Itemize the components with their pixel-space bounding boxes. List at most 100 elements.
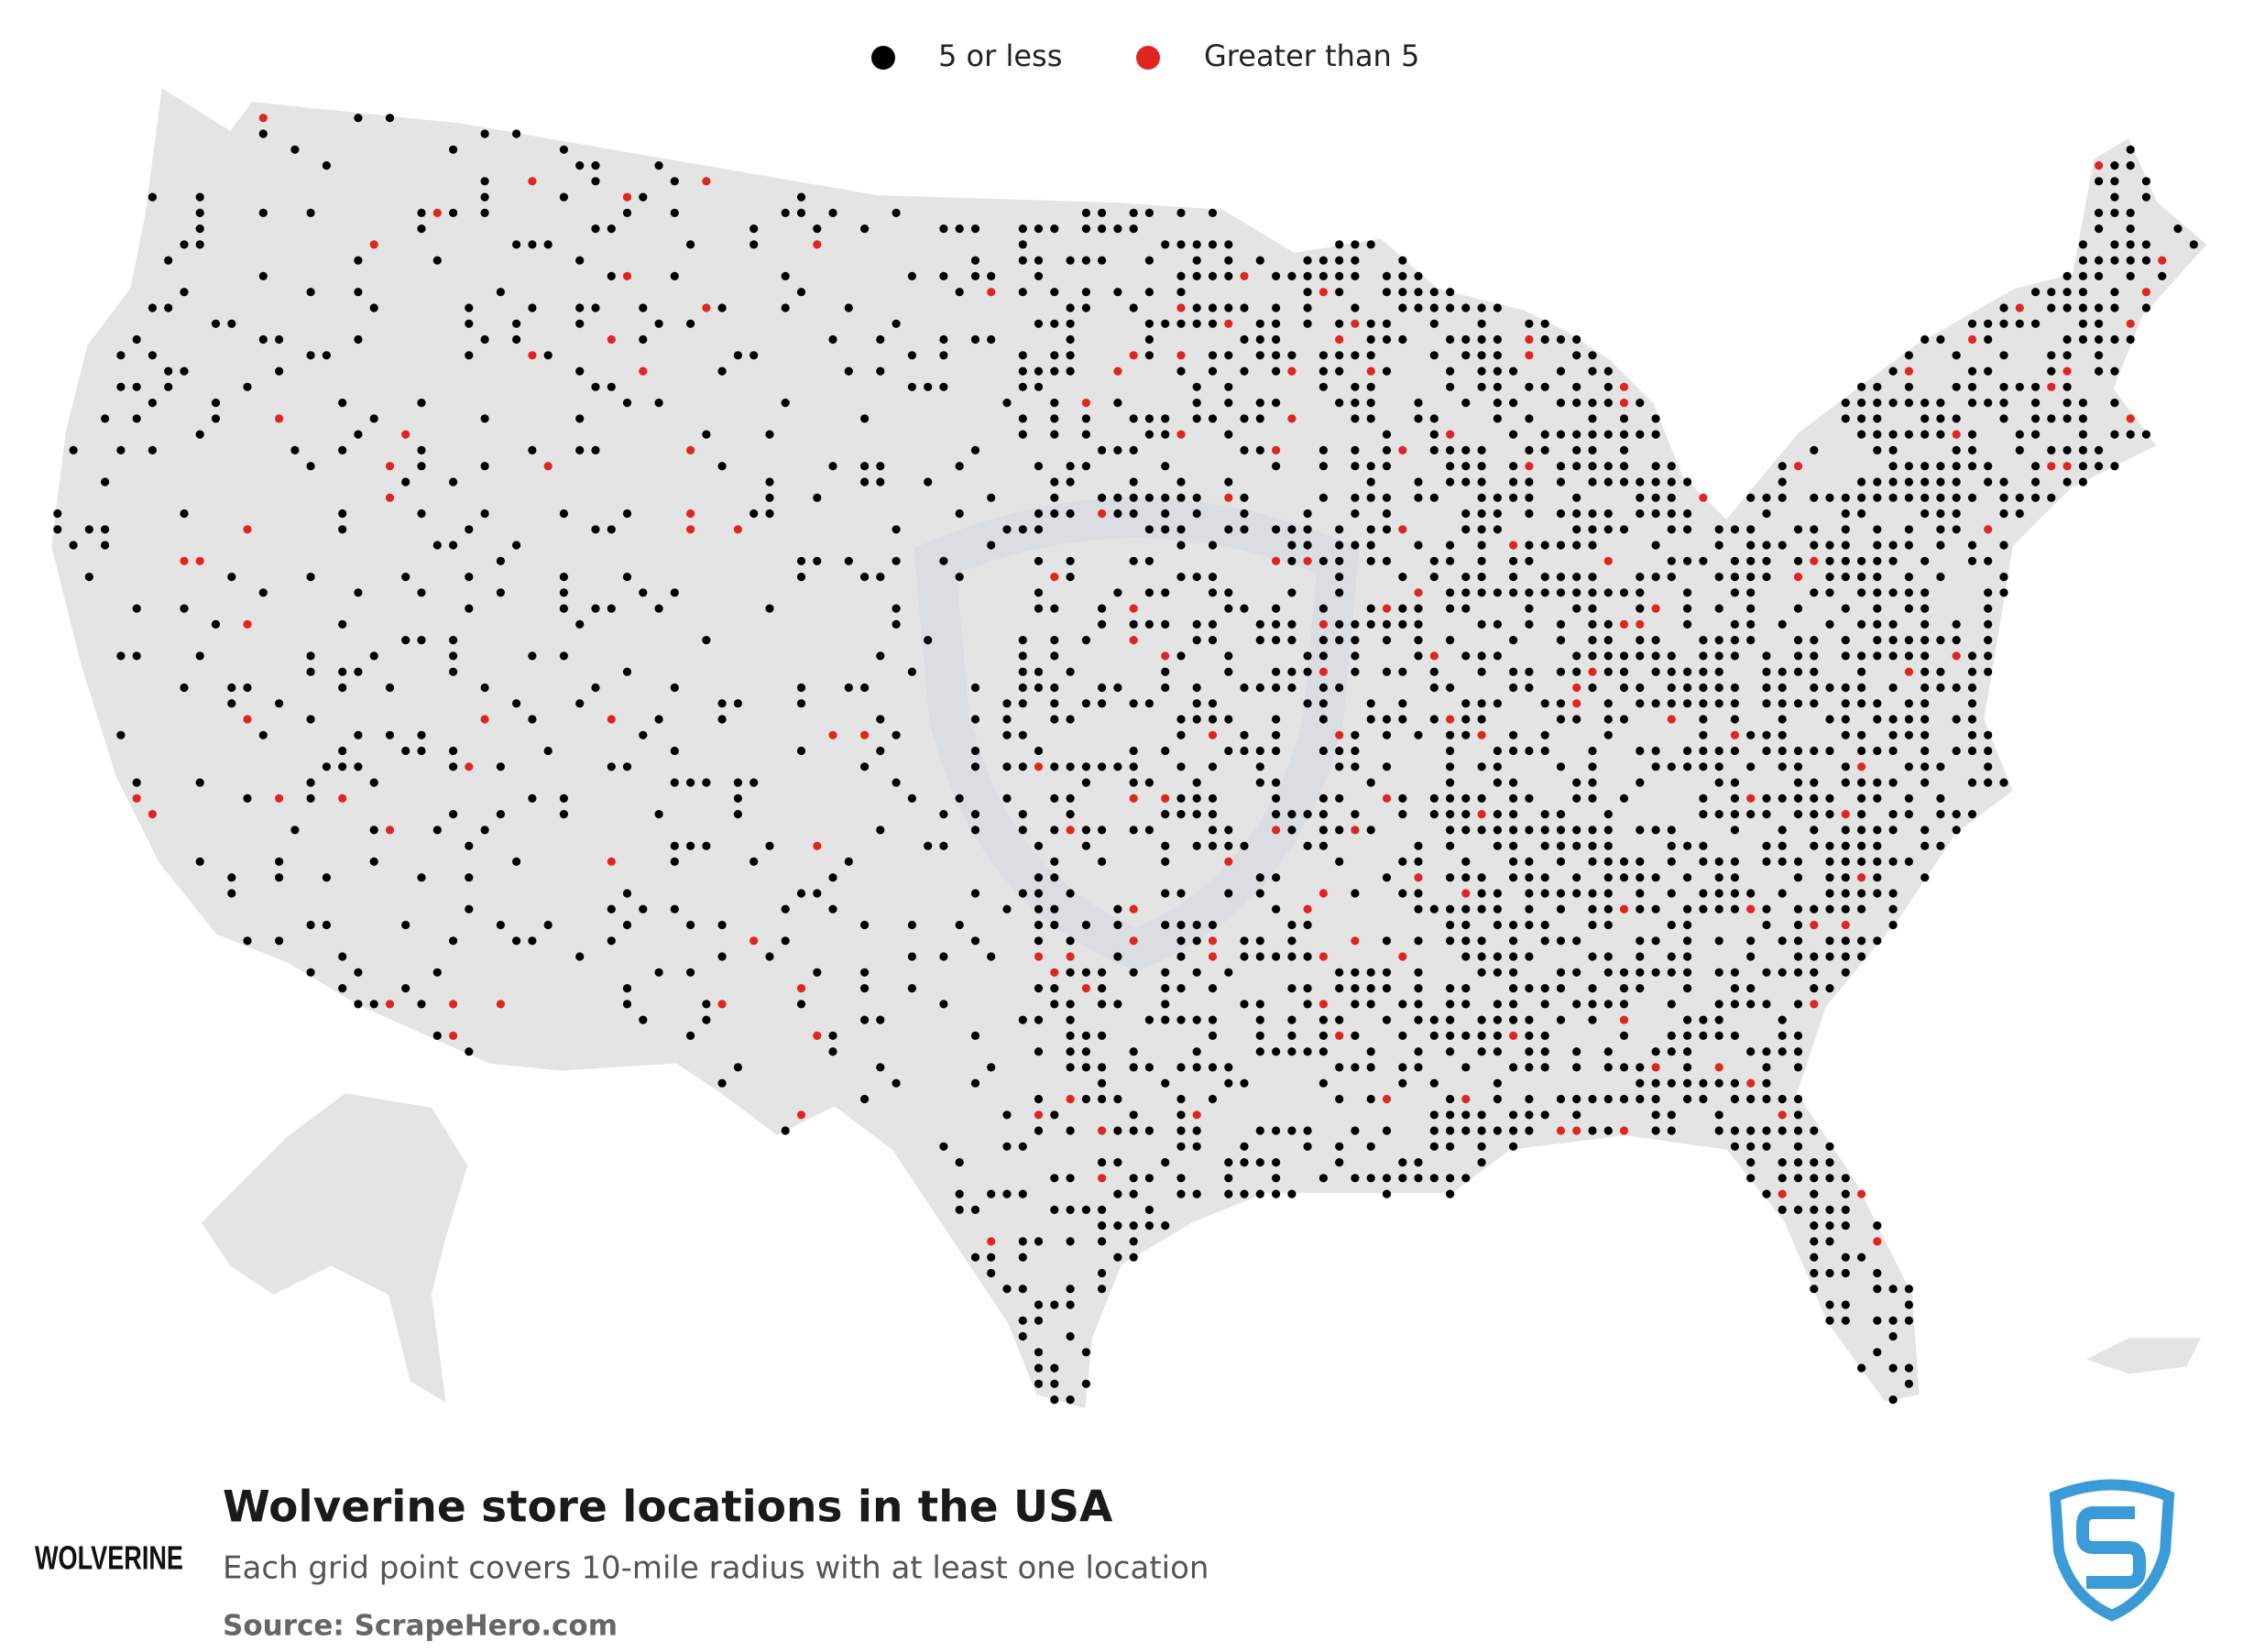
location-dot [1272,952,1281,961]
location-dot [717,952,727,961]
location-dot [1034,746,1044,756]
location-dot [1588,445,1597,454]
location-dot [1667,1126,1676,1135]
location-dot [1619,873,1629,882]
location-dot [1540,334,1549,345]
location-dot [1161,430,1170,439]
location-dot [496,288,506,297]
location-dot [1841,778,1850,787]
location-dot [1081,430,1090,439]
location-dot [1335,1063,1344,1072]
location-dot [1920,683,1930,693]
location-dot [1287,920,1297,930]
location-dot [1967,382,1977,391]
location-dot [449,651,458,661]
location-dot [1366,1047,1375,1056]
location-dot [2126,430,2135,439]
location-dot [1208,351,1218,360]
location-dot [1556,841,1566,850]
location-dot [1018,636,1027,645]
location-dot [1888,477,1898,487]
location-dot [1446,1015,1455,1024]
alaska [201,1093,468,1403]
location-dot [132,604,141,613]
location-dot [1398,271,1407,280]
location-dot [1461,1094,1471,1104]
location-dot [369,240,378,249]
location-dot [1525,382,1534,391]
location-dot [1335,730,1344,739]
location-dot [1144,414,1154,423]
location-dot [733,810,743,819]
location-dot [607,525,616,534]
location-dot [702,1000,711,1009]
location-dot [1081,224,1090,234]
location-dot [876,462,885,471]
location-dot [1904,810,1913,819]
location-dot [1192,573,1201,582]
location-dot [622,208,632,217]
location-dot [1477,952,1486,961]
location-dot [1429,683,1439,693]
location-dot [1619,857,1629,867]
location-dot [1066,1063,1075,1072]
location-dot [1018,525,1027,534]
location-dot [1066,367,1075,376]
location-dot [1920,509,1930,519]
location-dot [148,303,157,312]
location-dot [1176,367,1186,376]
location-dot [1461,462,1471,471]
location-dot [1113,509,1122,519]
location-dot [955,224,964,234]
location-dot [639,904,648,914]
location-dot [654,715,663,724]
location-dot [1477,715,1486,724]
location-dot [1730,699,1739,708]
location-dot [1398,525,1407,534]
location-dot [1556,826,1566,835]
location-dot [1888,1316,1898,1325]
location-dot [275,793,284,804]
location-dot [1967,541,1977,550]
location-dot [1335,762,1344,771]
location-dot [1351,936,1360,946]
location-dot [1588,889,1597,898]
location-dot [1825,1268,1834,1278]
location-dot [1477,730,1486,739]
legend-label: Greater than 5 [1204,38,1419,73]
location-dot [1778,1015,1787,1024]
location-dot [417,445,426,454]
location-dot [939,1142,948,1151]
location-dot [2062,271,2072,280]
location-dot [1034,904,1044,914]
location-dot [2031,477,2041,487]
location-dot [1714,857,1723,867]
location-dot [1081,1205,1090,1214]
location-dot [1002,715,1012,724]
location-dot [781,936,790,946]
location-dot [1619,619,1629,629]
location-dot [1446,904,1455,914]
location-dot [2158,256,2167,265]
location-dot [1746,952,1756,961]
location-dot [1841,1300,1850,1309]
location-dot [1224,477,1233,487]
location-dot [1129,826,1138,835]
location-dot [970,445,980,454]
location-dot [1446,334,1455,345]
location-dot [1477,699,1486,708]
location-dot [1619,1000,1629,1009]
location-dot [1588,588,1597,597]
location-dot [1446,1094,1455,1104]
location-dot [1398,573,1407,582]
location-dot [1683,1063,1692,1072]
location-dot [1603,588,1613,597]
location-dot [1192,319,1201,328]
location-dot [1841,873,1850,882]
location-dot [1366,968,1375,977]
location-dot [939,224,948,234]
location-dot [417,1000,426,1009]
location-dot [1984,746,1993,756]
location-dot [1493,1031,1502,1040]
location-dot [1098,509,1107,519]
